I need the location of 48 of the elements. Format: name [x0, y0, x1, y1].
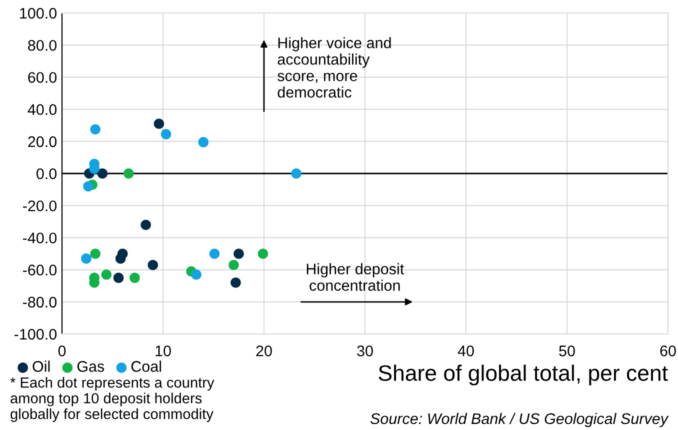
y-tick-label: 100.0 — [20, 8, 57, 19]
point — [124, 168, 134, 179]
point — [113, 272, 124, 283]
point — [83, 181, 94, 192]
point — [160, 129, 172, 140]
y-tick-label: 80.0 — [28, 40, 57, 51]
legend-label: Gas — [77, 361, 104, 372]
source-note: Source: World Bank / US Geological Survey — [370, 412, 669, 428]
y-tick-label: 40.0 — [28, 104, 57, 115]
y-tick-label: -80.0 — [23, 296, 57, 308]
point — [228, 260, 239, 270]
point — [291, 168, 302, 179]
annotation: Higher voice and accountability score, more democratic — [278, 37, 391, 98]
point — [101, 269, 112, 280]
point — [209, 248, 220, 259]
y-tick-label: -20.0 — [23, 200, 57, 212]
x-tick-label: 50 — [559, 346, 575, 356]
point — [130, 272, 140, 283]
point — [97, 168, 108, 179]
y-tick-label: -40.0 — [23, 232, 57, 244]
y-tick-label: 20.0 — [28, 136, 57, 148]
x-tick-label: 20 — [256, 346, 272, 356]
y-tick-label: 0.0 — [36, 168, 57, 180]
annotation: Higher deposit concentration — [306, 263, 404, 291]
point — [198, 137, 209, 148]
x-tick-label: 10 — [156, 346, 171, 356]
point — [154, 118, 164, 129]
point — [115, 253, 126, 264]
x-tick-label: 30 — [357, 346, 373, 356]
legend-label: Coal — [131, 360, 162, 372]
point — [234, 248, 244, 259]
text: * Each dot represents a country among top 10 deposit holders globally for selected commodity — [10, 377, 214, 422]
point — [140, 220, 151, 230]
y-tick-label: -100.0 — [14, 328, 57, 340]
x-tick-label: 40 — [458, 346, 474, 356]
x-axis-title: Share of global total, per cent — [378, 364, 668, 386]
point — [230, 277, 241, 288]
y-tick-label: -60.0 — [23, 264, 57, 276]
legend-label: Oil — [32, 360, 50, 372]
point — [81, 253, 92, 264]
y-tick-label: 60.0 — [28, 72, 57, 83]
point — [148, 260, 158, 270]
x-tick-label: 60 — [660, 346, 676, 356]
point — [90, 124, 100, 135]
point — [258, 248, 268, 259]
point — [191, 269, 202, 280]
x-tick-label: 0 — [58, 346, 66, 356]
point — [90, 248, 100, 259]
